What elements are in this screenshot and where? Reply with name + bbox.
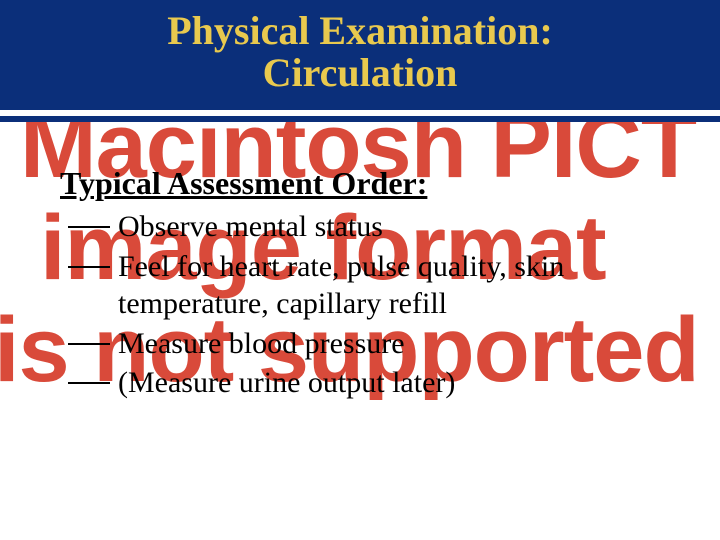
dash-bullet-icon — [68, 248, 118, 278]
item-text: Observe mental status — [118, 208, 680, 246]
dash-bullet-icon — [68, 325, 118, 355]
list-item: Observe mental status — [68, 208, 680, 246]
title-line1: Physical Examination: — [167, 8, 553, 53]
title-bottom-bar — [0, 116, 720, 122]
list-item: (Measure urine output later) — [68, 364, 680, 402]
item-text: Feel for heart rate, pulse quality, skin… — [118, 248, 680, 323]
item-text: (Measure urine output later) — [118, 364, 680, 402]
list-item: Measure blood pressure — [68, 325, 680, 363]
title-line2: Circulation — [263, 50, 458, 95]
list-item: Feel for heart rate, pulse quality, skin… — [68, 248, 680, 323]
title-band: Physical Examination: Circulation — [0, 0, 720, 110]
item-text: Measure blood pressure — [118, 325, 680, 363]
dash-bullet-icon — [68, 364, 118, 394]
slide-title: Physical Examination: Circulation — [0, 0, 720, 94]
subheading: Typical Assessment Order: — [60, 165, 680, 202]
content-area: Typical Assessment Order: Observe mental… — [60, 165, 680, 404]
dash-bullet-icon — [68, 208, 118, 238]
